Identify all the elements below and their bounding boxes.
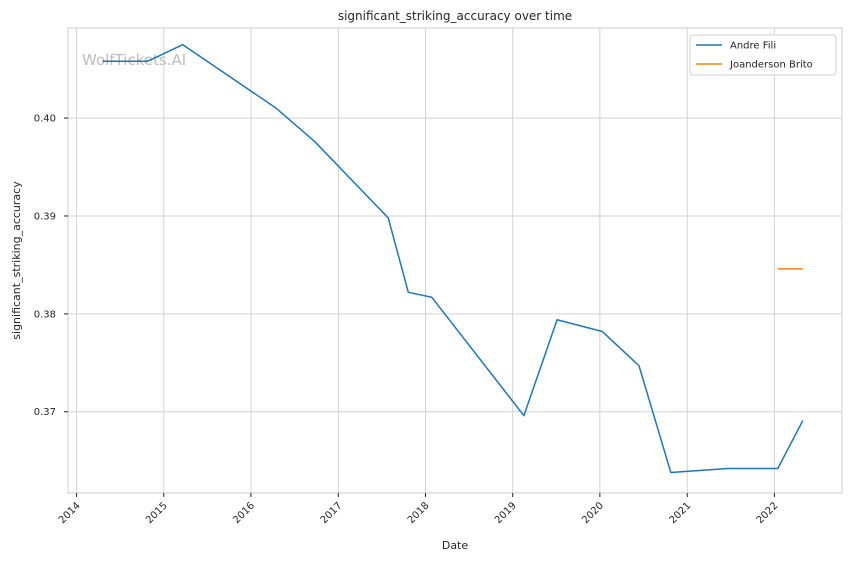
plot-frame	[67, 27, 843, 494]
series-layer	[102, 43, 804, 474]
legend-entry-1: Joanderson Brito	[729, 60, 813, 71]
y-tick-label: 0.39	[34, 211, 56, 222]
y-axis-ticks: 0.37 0.38 0.39 0.40	[34, 114, 68, 418]
series-line-0	[102, 43, 804, 474]
legend: Andre Fili Joanderson Brito	[689, 34, 837, 76]
y-tick-label: 0.37	[34, 407, 56, 418]
x-axis-label: Date	[442, 539, 469, 552]
chart-title: significant_striking_accuracy over time	[338, 9, 572, 23]
y-tick-label: 0.40	[34, 114, 56, 125]
grid	[68, 28, 842, 493]
watermark: WolfTickets.AI	[82, 51, 186, 69]
y-tick-label: 0.38	[34, 309, 56, 320]
legend-entry-0: Andre Fili	[730, 41, 776, 52]
legend-box	[689, 34, 837, 76]
y-axis-label: significant_striking_accuracy	[10, 181, 23, 340]
